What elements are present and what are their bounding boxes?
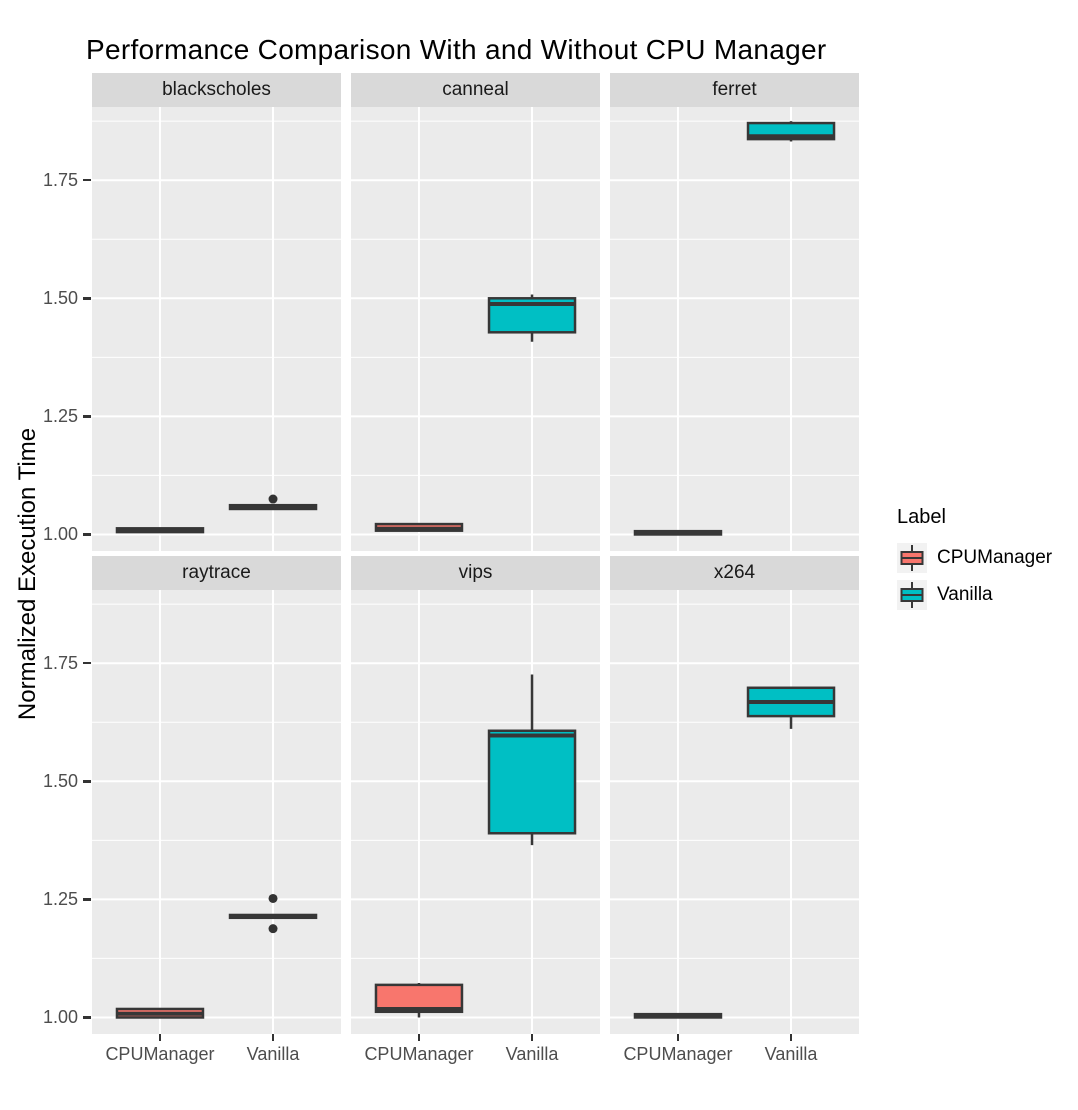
y-tick-label: 1.50: [42, 771, 78, 792]
legend-entry-label: CPUManager: [937, 547, 1053, 568]
legend-entry-vanilla: Vanilla: [897, 580, 1052, 610]
y-tick-mark: [83, 1016, 91, 1019]
facet-panel-ferret: [610, 107, 859, 551]
legend-entry-label: Vanilla: [937, 584, 993, 605]
y-tick-mark: [83, 178, 91, 182]
facet-panel-raytrace: [92, 590, 341, 1034]
y-axis-title: Normalized Execution Time: [14, 427, 41, 721]
y-tick-label: 1.00: [42, 1007, 78, 1028]
y-tick-label: 1.75: [42, 653, 78, 674]
boxplot-raytrace-vanilla: [228, 893, 318, 934]
y-tick-mark: [83, 898, 91, 901]
legend-entries: CPUManager Vanilla: [897, 543, 1052, 610]
facet-strip-raytrace: raytrace: [92, 556, 341, 590]
boxplot-vips-vanilla: [487, 674, 577, 846]
legend: Label CPUManager Vanilla: [897, 506, 1052, 617]
facet-panel-blackscholes: [92, 107, 341, 551]
legend-key-cpumanager-boxplot-icon: [897, 543, 927, 573]
x-tick-mark: [417, 1034, 421, 1041]
boxplot-ferret-vanilla: [746, 121, 836, 142]
x-tick-label: Vanilla: [764, 1044, 818, 1064]
x-tick-mark: [530, 1034, 534, 1041]
boxplot-x264-cpumanager: [633, 1012, 723, 1019]
y-tick-mark: [83, 661, 91, 665]
y-tick-mark: [83, 297, 91, 300]
facet-panel-x264: [610, 590, 859, 1034]
facet-panel-vips: [351, 590, 600, 1034]
boxplot-raytrace-cpumanager: [115, 1007, 205, 1019]
x-tick-label: CPUManager: [105, 1044, 215, 1064]
y-tick-label: 1.25: [42, 889, 78, 910]
facet-strip-blackscholes: blackscholes: [92, 73, 341, 107]
y-tick-label: 1.50: [42, 288, 78, 309]
x-tick-mark: [676, 1034, 680, 1041]
x-tick-label: CPUManager: [364, 1044, 474, 1064]
facet-strip-x264: x264: [610, 556, 859, 590]
boxplot-canneal-cpumanager: [374, 522, 464, 532]
facet-strip-vips: vips: [351, 556, 600, 590]
chart-title: Performance Comparison With and Without …: [86, 34, 827, 65]
y-tick-label: 1.00: [42, 524, 78, 545]
x-tick-label: Vanilla: [505, 1044, 559, 1064]
legend-entry-cpumanager: CPUManager: [897, 543, 1052, 573]
y-tick-mark: [83, 780, 91, 783]
legend-title: Label: [897, 506, 946, 528]
x-tick-mark: [789, 1034, 793, 1041]
x-tick-mark: [158, 1034, 162, 1041]
boxplot-blackscholes-cpumanager: [115, 527, 205, 534]
x-tick-mark: [271, 1034, 275, 1041]
facet-panel-canneal: [351, 107, 600, 551]
y-tick-label: 1.25: [42, 406, 78, 427]
facet-strip-ferret: ferret: [610, 73, 859, 107]
boxplot-ferret-cpumanager: [633, 529, 723, 536]
boxplot-canneal-vanilla: [487, 294, 577, 342]
legend-key-vanilla-boxplot-icon: [897, 580, 927, 610]
y-tick-mark: [83, 415, 91, 418]
boxplot-vips-cpumanager: [374, 982, 464, 1018]
y-tick-label: 1.75: [42, 170, 78, 191]
boxplot-blackscholes-vanilla: [228, 494, 318, 511]
y-tick-mark: [83, 533, 91, 536]
boxplot-x264-vanilla: [746, 686, 836, 729]
x-tick-label: Vanilla: [246, 1044, 300, 1064]
facet-strip-canneal: canneal: [351, 73, 600, 107]
x-tick-label: CPUManager: [623, 1044, 733, 1064]
